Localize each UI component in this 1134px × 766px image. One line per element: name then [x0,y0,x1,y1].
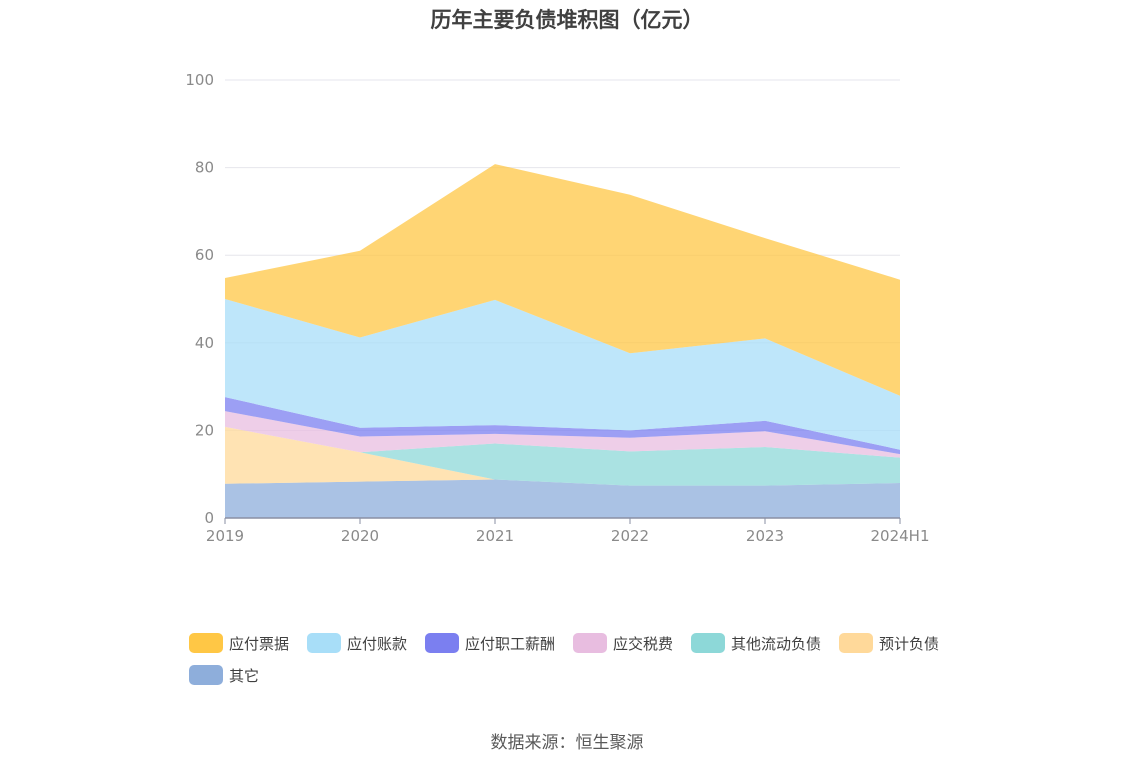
legend-item[interactable]: 其它 [189,662,259,688]
area-series [225,164,900,518]
y-tick-label: 100 [185,71,214,89]
area-series-0 [225,479,900,518]
x-tick-label: 2024H1 [871,527,930,545]
area-series-2 [225,426,900,486]
legend-swatch [307,633,341,653]
legend-swatch [189,633,223,653]
y-tick-label: 20 [195,421,214,439]
legend-swatch [425,633,459,653]
legend-swatch [691,633,725,653]
y-tick-label: 0 [204,509,214,527]
y-tick-label: 60 [195,246,214,264]
legend-label: 应交税费 [613,634,674,653]
legend-label: 其它 [229,666,260,685]
legend-swatch [839,633,873,653]
area-series-6 [225,164,900,396]
legend-label: 应付职工薪酬 [465,634,556,653]
axes: 0 20 40 60 80 100 2019 2020 2021 2022 2023 2024H1 [185,71,929,545]
x-tick-label: 2021 [476,527,514,545]
x-tick-label: 2022 [611,527,649,545]
y-tick-label: 80 [195,159,214,177]
legend-item[interactable]: 应付职工薪酬 [425,630,555,656]
legend-item[interactable]: 预计负债 [839,630,939,656]
legend-label: 应付账款 [347,634,408,653]
legend-swatch [189,665,223,685]
x-tick-label: 2019 [206,527,244,545]
data-source: 数据来源：恒生聚源 [490,733,644,753]
area-series-4 [225,397,900,455]
legend-item[interactable]: 应付账款 [307,630,407,656]
x-tick-label: 2020 [341,527,379,545]
x-tick-label: 2023 [746,527,784,545]
legend-item[interactable]: 应付票据 [189,630,289,656]
legend-item[interactable]: 应交税费 [573,630,673,656]
chart-title: 历年主要负债堆积图（亿元） [430,8,704,32]
y-tick-label: 40 [195,334,214,352]
legend-label: 预计负债 [879,634,940,653]
legend-label: 其他流动负债 [731,634,822,653]
legend-item[interactable]: 其他流动负债 [691,630,821,656]
area-series-3 [225,411,900,458]
legend-swatch [573,633,607,653]
legend-label: 应付票据 [229,634,290,653]
area-series-1 [225,426,900,486]
area-series-5 [225,299,900,450]
